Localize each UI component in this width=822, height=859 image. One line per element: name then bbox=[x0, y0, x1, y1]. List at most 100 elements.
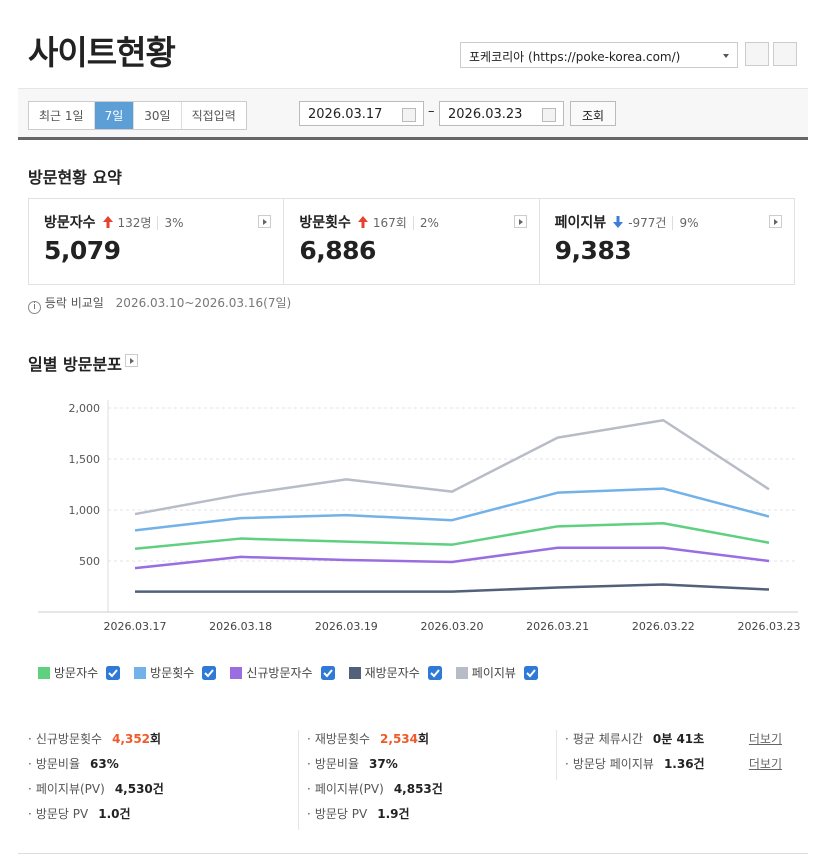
stats-unit: 회 bbox=[150, 732, 162, 746]
x-tick-label: 2026.03.21 bbox=[526, 620, 589, 633]
summary-cards: 방문자수 132명 3% 5,079 방문횟수 167회 2% 6,886 페이지뷰 -977건 9… bbox=[28, 198, 795, 285]
arrow-shape bbox=[357, 216, 368, 228]
stats-bullet: · bbox=[307, 782, 311, 796]
card-percent: 2% bbox=[412, 216, 439, 230]
chart-title: 일별 방문분포 bbox=[28, 355, 122, 374]
stats-unit: 건 bbox=[152, 782, 164, 796]
note-label: 등락 비교일 bbox=[44, 296, 104, 310]
card-more[interactable] bbox=[768, 215, 782, 228]
print-button[interactable] bbox=[773, 42, 797, 66]
card-more[interactable] bbox=[258, 215, 272, 228]
card-change: 132명 bbox=[117, 216, 152, 230]
change-arrow bbox=[357, 216, 368, 228]
card-percent: 3% bbox=[157, 216, 184, 230]
stats-bullet: · bbox=[28, 782, 32, 796]
card-label: 방문횟수 bbox=[299, 215, 351, 231]
stats-label: 신규방문횟수 bbox=[35, 732, 103, 746]
checkbox-box bbox=[202, 665, 217, 680]
start-date[interactable]: 2026.03.17 bbox=[299, 101, 424, 126]
stats-row: · 방문당 PV 1.0건 bbox=[28, 805, 258, 830]
x-tick-label: 2026.03.23 bbox=[738, 620, 801, 633]
legend-label: 방문자수 bbox=[54, 666, 99, 680]
stats-value: 1.9건 bbox=[377, 807, 409, 821]
period-tab[interactable]: 7일 bbox=[94, 102, 135, 129]
card-header: 방문자수 132명 3% bbox=[44, 212, 268, 232]
more-link[interactable]: 더보기 bbox=[748, 757, 782, 771]
arrow-shape bbox=[102, 216, 113, 228]
stats-bullet: · bbox=[28, 757, 32, 771]
card-header: 방문횟수 167회 2% bbox=[299, 212, 523, 232]
stats-column: · 재방문횟수 2,534회 · 방문비율 37% · 페이지뷰(PV) 4,853건 · 방문당 … bbox=[298, 730, 528, 830]
stats-unit: 건 bbox=[119, 807, 131, 821]
y-tick-label: 1,000 bbox=[69, 504, 101, 517]
x-tick-label: 2026.03.20 bbox=[421, 620, 484, 633]
period-tab[interactable]: 직접입력 bbox=[191, 109, 236, 123]
stats-bullet: · bbox=[307, 807, 311, 821]
legend-item: 재방문자수 bbox=[348, 664, 442, 681]
stats-number: 1.9 bbox=[377, 807, 399, 821]
stats-label: 방문당 페이지뷰 bbox=[572, 757, 654, 771]
stats-label: 페이지뷰(PV) bbox=[314, 782, 384, 796]
stats-unit: 건 bbox=[398, 807, 410, 821]
stats-unit: % bbox=[385, 757, 398, 771]
stats-number: 1.0 bbox=[98, 807, 120, 821]
card-header: 페이지뷰 -977건 9% bbox=[555, 212, 779, 232]
stats-row: · 재방문횟수 2,534회 bbox=[299, 730, 528, 755]
stats-unit: 회 bbox=[418, 732, 430, 746]
legend-checkbox[interactable] bbox=[202, 665, 217, 680]
chart-more[interactable] bbox=[125, 354, 138, 367]
info-icon: i bbox=[28, 301, 41, 314]
card-more[interactable] bbox=[513, 215, 527, 228]
legend-label: 재방문자수 bbox=[364, 666, 420, 680]
end-date[interactable]: 2026.03.23 bbox=[439, 101, 564, 126]
card-value: 6,886 bbox=[299, 236, 376, 265]
compare-note: i 등락 비교일 2026.03.10~2026.03.16(7일) bbox=[28, 294, 291, 314]
search-button[interactable]: 조회 bbox=[570, 101, 616, 126]
stats-row: · 방문당 페이지뷰 1.36건 더보기 bbox=[557, 755, 782, 780]
stats-bullet: · bbox=[565, 757, 569, 771]
summary-card: 페이지뷰 -977건 9% 9,383 bbox=[540, 199, 794, 284]
settings-button[interactable] bbox=[745, 42, 769, 66]
checkbox-tick bbox=[430, 668, 440, 677]
stats-value: 4,853건 bbox=[394, 782, 443, 796]
more-link[interactable]: 더보기 bbox=[748, 732, 782, 746]
series-line bbox=[135, 583, 770, 593]
stats-unit: % bbox=[106, 757, 119, 771]
period-tab[interactable]: 최근 1일 bbox=[29, 102, 95, 129]
stats-value: 1.36건 bbox=[664, 757, 705, 771]
stats-number: 4,530 bbox=[114, 782, 153, 796]
stats-value: 4,530건 bbox=[115, 782, 164, 796]
change-arrow bbox=[102, 216, 113, 228]
card-percent: 9% bbox=[672, 216, 699, 230]
stats-column: · 평균 체류시간 0분 41초 더보기 · 방문당 페이지뷰 1.36건 더보기 bbox=[556, 730, 782, 780]
stats-value: 63% bbox=[90, 757, 119, 771]
stats-label: 방문당 PV bbox=[314, 807, 368, 821]
checkbox-tick bbox=[204, 668, 215, 677]
checkbox-box bbox=[106, 665, 121, 680]
card-value: 5,079 bbox=[44, 236, 121, 265]
stats-bullet: · bbox=[565, 732, 569, 746]
stats-bullet: · bbox=[307, 757, 311, 771]
card-label: 페이지뷰 bbox=[554, 215, 607, 231]
stats-bullet: · bbox=[307, 732, 311, 746]
series-line bbox=[134, 522, 770, 551]
legend-checkbox[interactable] bbox=[320, 665, 335, 680]
legend-checkbox[interactable] bbox=[106, 665, 121, 680]
period-tabs: 최근 1일 7일 30일 직접입력 bbox=[28, 101, 247, 130]
stats-number: 4,352 bbox=[112, 732, 151, 746]
checkbox-box bbox=[523, 665, 538, 680]
legend-checkbox[interactable] bbox=[523, 665, 538, 680]
stats-row: · 평균 체류시간 0분 41초 더보기 bbox=[557, 730, 782, 755]
stats-number: 63 bbox=[90, 757, 107, 771]
site-select[interactable]: 포케코리아 (https://poke-korea.com/) bbox=[460, 42, 738, 68]
stats-value: 37% bbox=[369, 757, 398, 771]
stats-bullet: · bbox=[28, 807, 32, 821]
legend-item: 신규방문자수 bbox=[230, 664, 335, 681]
card-change: 167회 bbox=[372, 216, 407, 230]
stats-label: 방문비율 bbox=[314, 757, 359, 771]
stats-label: 페이지뷰(PV) bbox=[35, 782, 105, 796]
period-tab[interactable]: 30일 bbox=[134, 102, 182, 129]
legend-checkbox[interactable] bbox=[427, 665, 442, 680]
date-separator: – bbox=[428, 104, 435, 119]
stats-label: 방문당 PV bbox=[35, 807, 89, 821]
